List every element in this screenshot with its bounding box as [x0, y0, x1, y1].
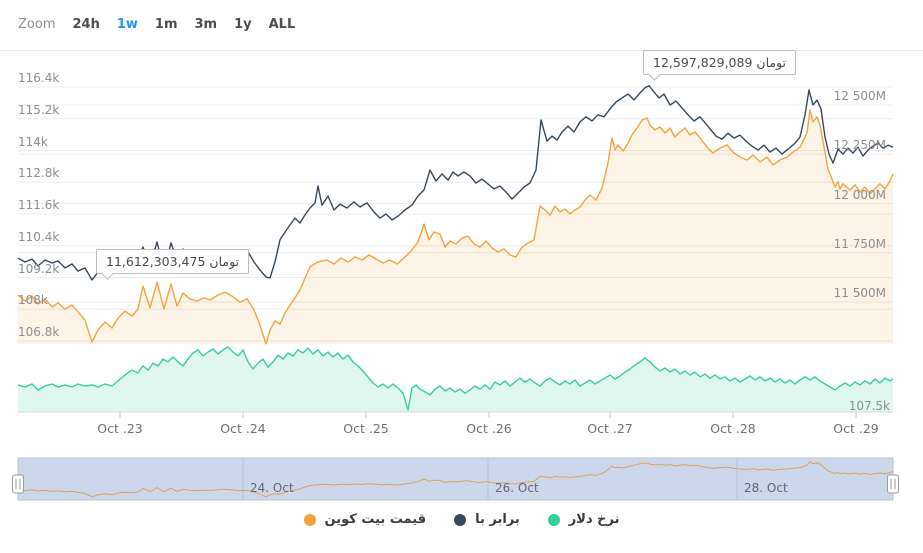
min-value: 11,612,303,475 — [106, 254, 206, 269]
range-button-24h[interactable]: 24h — [72, 16, 100, 32]
y-axis-left-label: 109.2k — [18, 261, 60, 276]
y-axis-left-label: 106.8k — [18, 325, 60, 339]
y-axis-left-label: 115.2k — [18, 102, 60, 117]
y-axis-left-label: 112.8k — [18, 166, 60, 181]
min-unit: تومان — [209, 254, 240, 269]
max-unit: تومان — [756, 55, 787, 70]
toolbar-divider — [0, 50, 923, 51]
y-axis-right-label: 12 250M — [833, 138, 886, 153]
y-axis-left-label: 116.4k — [18, 71, 60, 85]
navigator-left-handle[interactable] — [12, 474, 24, 494]
y-axis-left-label: 110.4k — [18, 229, 60, 244]
series-area — [18, 110, 893, 344]
range-button-3m[interactable]: 3m — [194, 16, 218, 32]
navigator-right-handle[interactable] — [887, 474, 899, 494]
series-area — [18, 346, 893, 412]
x-axis-label: Oct .29 — [833, 421, 879, 436]
y-axis-right-label: 11 750M — [833, 236, 886, 251]
dollar-axis-label: 107.5k — [848, 399, 890, 413]
series-line — [17, 346, 894, 411]
navigator-date-label: 28. Oct — [744, 481, 788, 495]
legend-label-toman-equivalent: برابر با — [475, 512, 520, 527]
legend-item-bitcoin-price[interactable]: قیمت بیت کوین — [303, 512, 427, 527]
range-button-all[interactable]: ALL — [268, 16, 296, 32]
x-axis-label: Oct .27 — [587, 421, 633, 436]
range-button-1y[interactable]: 1y — [234, 16, 252, 32]
x-axis-label: Oct .23 — [97, 421, 143, 436]
range-button-1w[interactable]: 1w — [116, 16, 138, 32]
y-axis-right-label: 11 500M — [833, 286, 886, 300]
navigator-mask[interactable] — [17, 457, 894, 501]
legend: قیمت بیت کوین برابر با نرخ دلار — [0, 512, 923, 527]
y-axis-right-label: 12 500M — [833, 89, 886, 103]
x-axis-label: Oct .24 — [220, 421, 266, 436]
min-value-callout: 11,612,303,475 تومان — [96, 249, 250, 274]
y-axis-left-label: 114k — [18, 134, 48, 149]
zoom-toolbar: Zoom 24h 1w 1m 3m 1y ALL — [18, 14, 295, 34]
legend-item-toman-equivalent[interactable]: برابر با — [454, 512, 520, 527]
legend-item-dollar-rate[interactable]: نرخ دلار — [547, 512, 620, 527]
toman-series-marker-icon — [454, 513, 467, 526]
max-value: 12,597,829,089 — [653, 55, 753, 70]
x-axis-label: Oct .28 — [710, 421, 756, 436]
range-button-1m[interactable]: 1m — [154, 16, 178, 32]
bitcoin-series-marker-icon — [303, 513, 316, 526]
series-line — [17, 109, 894, 345]
navigator-date-label: 24. Oct — [250, 481, 294, 495]
max-value-callout: 12,597,829,089 تومان — [643, 50, 797, 75]
dollar-series-marker-icon — [547, 513, 560, 526]
navigator-series-line — [17, 461, 894, 498]
y-axis-right-label: 12 000M — [833, 187, 886, 202]
y-axis-left-label: 111.6k — [18, 198, 60, 212]
zoom-label: Zoom — [18, 16, 56, 32]
legend-label-bitcoin-price: قیمت بیت کوین — [324, 512, 427, 527]
legend-label-dollar-rate: نرخ دلار — [568, 512, 620, 527]
y-axis-left-label: 108k — [18, 293, 48, 308]
navigator-date-label: 26. Oct — [495, 481, 539, 495]
x-axis-label: Oct .25 — [343, 421, 389, 436]
x-axis-label: Oct .26 — [466, 421, 512, 436]
